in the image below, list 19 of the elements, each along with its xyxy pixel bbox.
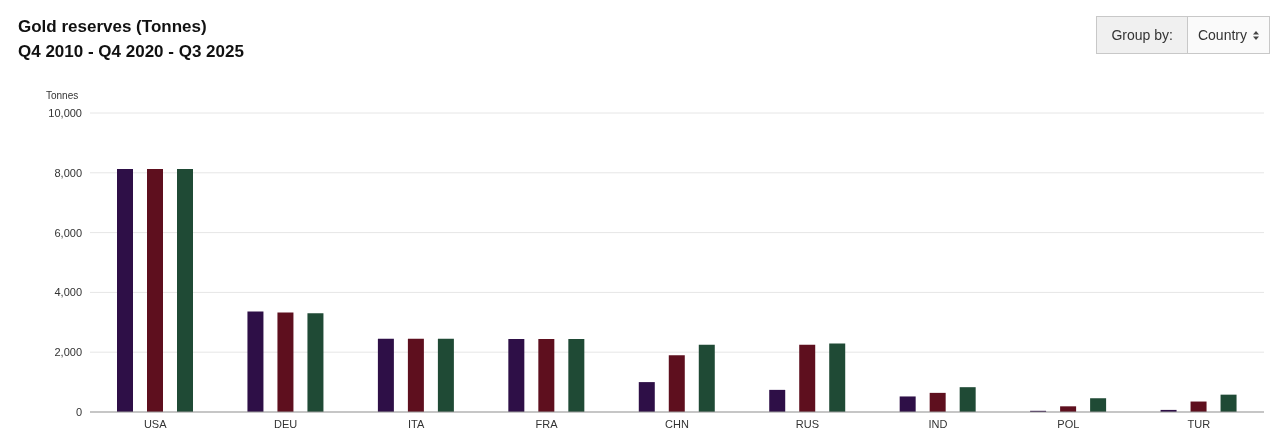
x-tick-label: TUR: [1187, 417, 1211, 430]
y-tick-label: 2,000: [54, 346, 82, 359]
x-tick-label: FRA: [535, 417, 559, 430]
x-tick-label: IND: [928, 417, 948, 430]
group-by-dropdown: Group by: Country: [1096, 16, 1270, 54]
chart-subtitle: Q4 2010 - Q4 2020 - Q3 2025: [18, 41, 244, 63]
y-tick-label: 0: [75, 405, 82, 418]
y-tick-label: 4,000: [54, 286, 82, 299]
x-tick-label: DEU: [274, 417, 298, 430]
y-tick-label: 8,000: [54, 166, 82, 179]
y-tick-label: 10,000: [48, 106, 82, 119]
x-tick-label: CHN: [665, 417, 689, 430]
x-tick-label: RUS: [795, 417, 820, 430]
x-tick-label: ITA: [407, 417, 425, 430]
y-tick-label: 6,000: [54, 226, 82, 239]
x-tick-label: USA: [143, 417, 168, 430]
chart-title: Gold reserves (Tonnes): [18, 16, 208, 38]
x-tick-label: POL: [1057, 417, 1080, 430]
y-axis-title: Tonnes: [46, 90, 79, 101]
